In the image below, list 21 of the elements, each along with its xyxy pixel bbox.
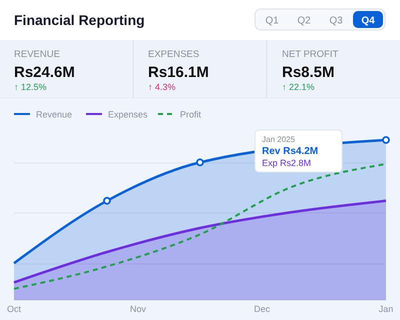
annotation: Exp Rs2.8M (262, 158, 312, 168)
text: Rs16.1M (148, 64, 209, 81)
x-tick-label: Dec (254, 304, 270, 314)
text: REVENUE (14, 49, 60, 60)
legend-label: Profit (180, 110, 202, 120)
text: EXPENSES (148, 49, 200, 60)
text: NET PROFIT (282, 49, 338, 60)
text: ↑ 4.3% (148, 82, 176, 92)
x-tick-label: Oct (6, 304, 22, 314)
text: Financial Reporting (14, 12, 145, 28)
x-tick-label: Nov (130, 304, 146, 314)
text: ↑ 12.5% (14, 82, 47, 92)
annotation: Rev Rs4.2M (262, 146, 318, 157)
quarter-toggle: Q1 Q2 Q3 Q4 (254, 8, 386, 30)
x-tick-label: Jan (378, 304, 394, 314)
text: Rs24.6M (14, 64, 75, 81)
legend-label: Expenses (108, 110, 148, 120)
text: Rs8.5M (282, 64, 335, 81)
legend-label: Revenue (36, 110, 72, 120)
text: ↑ 22.1% (282, 82, 315, 92)
annotation: Jan 2025 (262, 135, 296, 144)
